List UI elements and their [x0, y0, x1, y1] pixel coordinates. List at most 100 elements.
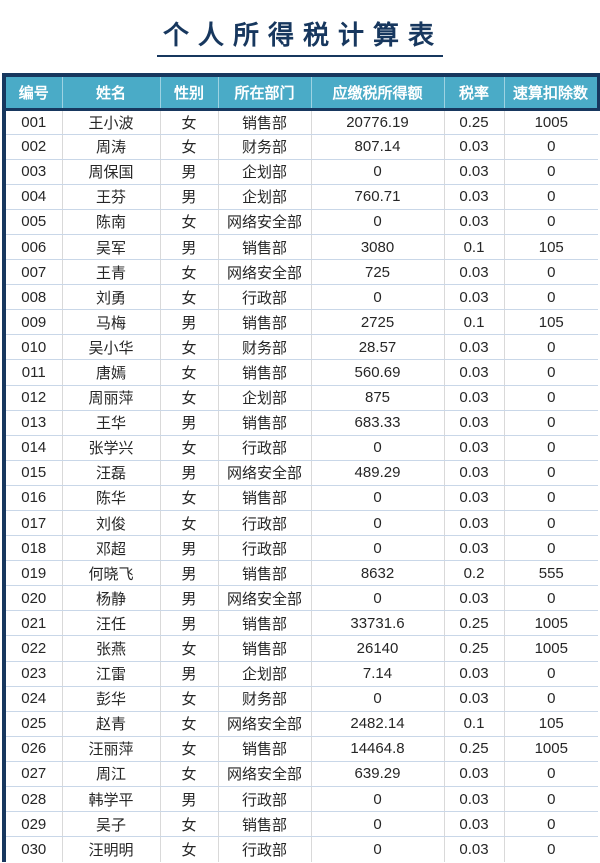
cell-tax-rate: 0.03 — [443, 410, 504, 436]
cell-id: 017 — [2, 510, 62, 537]
cell-taxable-income: 0 — [310, 836, 444, 862]
table-row: 028 韩学平男行政部 0 0.03 0 — [2, 786, 598, 813]
cell-name: 刘俊 — [61, 510, 160, 537]
cell-tax-rate: 0.03 — [443, 686, 504, 712]
cell-tax-rate: 0.03 — [443, 585, 504, 612]
cell-gender: 男 — [159, 535, 218, 562]
cell-id: 014 — [2, 435, 62, 461]
cell-taxable-income: 2725 — [310, 309, 444, 336]
cell-department: 网络安全部 — [217, 711, 311, 737]
table-row: 010 吴小华女财务部 28.57 0.03 0 — [2, 334, 598, 361]
table-row: 001 王小波女销售部 20776.19 0.25 1005 — [2, 109, 598, 135]
cell-tax-rate: 0.03 — [443, 184, 504, 210]
cell-name: 汪明明 — [61, 836, 160, 862]
cell-gender: 女 — [159, 435, 218, 461]
cell-id: 030 — [2, 836, 62, 862]
cell-tax-rate: 0.25 — [443, 109, 504, 135]
cell-department: 企划部 — [217, 184, 311, 210]
table-body: 001 王小波女销售部 20776.19 0.25 1005 002 周涛女财务部 807.1… — [2, 109, 598, 862]
cell-gender: 男 — [159, 661, 218, 687]
table-row: 027 周江女网络安全部 639.29 0.03 0 — [2, 761, 598, 788]
cell-gender: 女 — [159, 134, 218, 160]
cell-department: 销售部 — [217, 359, 311, 386]
cell-id: 015 — [2, 460, 62, 486]
cell-quick-deduction: 0 — [503, 159, 598, 185]
cell-gender: 女 — [159, 109, 218, 135]
cell-taxable-income: 0 — [310, 435, 444, 461]
cell-name: 周丽萍 — [61, 385, 160, 411]
table-row: 002 周涛女财务部 807.14 0.03 0 — [2, 134, 598, 160]
cell-quick-deduction: 0 — [503, 535, 598, 562]
cell-tax-rate: 0.03 — [443, 209, 504, 235]
cell-name: 王华 — [61, 410, 160, 436]
cell-tax-rate: 0.03 — [443, 786, 504, 813]
cell-tax-rate: 0.03 — [443, 259, 504, 286]
cell-taxable-income: 20776.19 — [310, 109, 444, 135]
cell-department: 企划部 — [217, 661, 311, 687]
cell-id: 004 — [2, 184, 62, 210]
cell-taxable-income: 489.29 — [310, 460, 444, 486]
cell-id: 008 — [2, 284, 62, 311]
cell-department: 销售部 — [217, 635, 311, 662]
cell-quick-deduction: 0 — [503, 359, 598, 386]
title-wrap: 个人所得税计算表 — [0, 15, 600, 57]
cell-tax-rate: 0.03 — [443, 761, 504, 788]
table-row: 005 陈南女网络安全部 0 0.03 0 — [2, 209, 598, 235]
cell-id: 007 — [2, 259, 62, 286]
cell-id: 003 — [2, 159, 62, 185]
cell-taxable-income: 3080 — [310, 234, 444, 261]
cell-gender: 男 — [159, 184, 218, 210]
cell-department: 财务部 — [217, 334, 311, 361]
cell-gender: 男 — [159, 460, 218, 486]
cell-id: 012 — [2, 385, 62, 411]
cell-tax-rate: 0.25 — [443, 635, 504, 662]
cell-department: 销售部 — [217, 560, 311, 587]
cell-name: 刘勇 — [61, 284, 160, 311]
cell-id: 018 — [2, 535, 62, 562]
cell-taxable-income: 14464.8 — [310, 736, 444, 762]
cell-quick-deduction: 105 — [503, 234, 598, 261]
column-header-name: 姓名 — [61, 73, 160, 111]
table-row: 006 吴军男销售部 3080 0.1 105 — [2, 234, 598, 261]
cell-taxable-income: 683.33 — [310, 410, 444, 436]
cell-tax-rate: 0.03 — [443, 385, 504, 411]
table-row: 007 王青女网络安全部 725 0.03 0 — [2, 259, 598, 286]
cell-department: 财务部 — [217, 134, 311, 160]
cell-taxable-income: 760.71 — [310, 184, 444, 210]
cell-name: 王芬 — [61, 184, 160, 210]
column-header-quick-deduction: 速算扣除数 — [503, 73, 600, 111]
cell-quick-deduction: 0 — [503, 209, 598, 235]
cell-taxable-income: 28.57 — [310, 334, 444, 361]
cell-id: 020 — [2, 585, 62, 612]
cell-id: 029 — [2, 811, 62, 838]
cell-taxable-income: 0 — [310, 209, 444, 235]
cell-gender: 女 — [159, 334, 218, 361]
cell-tax-rate: 0.03 — [443, 359, 504, 386]
cell-quick-deduction: 0 — [503, 761, 598, 788]
cell-name: 王小波 — [61, 109, 160, 135]
cell-id: 019 — [2, 560, 62, 587]
cell-gender: 男 — [159, 410, 218, 436]
cell-taxable-income: 0 — [310, 585, 444, 612]
table-header: 编号 姓名 性别 所在部门 应缴税所得额 税率 速算扣除数 — [2, 73, 600, 111]
cell-taxable-income: 2482.14 — [310, 711, 444, 737]
cell-gender: 男 — [159, 786, 218, 813]
table-row: 022 张燕女销售部 26140 0.25 1005 — [2, 635, 598, 662]
cell-taxable-income: 0 — [310, 535, 444, 562]
cell-quick-deduction: 0 — [503, 334, 598, 361]
cell-id: 027 — [2, 761, 62, 788]
cell-quick-deduction: 0 — [503, 134, 598, 160]
cell-id: 028 — [2, 786, 62, 813]
header-row: 编号 姓名 性别 所在部门 应缴税所得额 税率 速算扣除数 — [2, 73, 600, 111]
cell-name: 张学兴 — [61, 435, 160, 461]
cell-department: 财务部 — [217, 686, 311, 712]
cell-taxable-income: 560.69 — [310, 359, 444, 386]
cell-department: 行政部 — [217, 510, 311, 537]
cell-tax-rate: 0.03 — [443, 811, 504, 838]
cell-name: 王青 — [61, 259, 160, 286]
cell-quick-deduction: 0 — [503, 385, 598, 411]
table-row: 014 张学兴女行政部 0 0.03 0 — [2, 435, 598, 461]
cell-department: 销售部 — [217, 811, 311, 838]
table-row: 018 邓超男行政部 0 0.03 0 — [2, 535, 598, 562]
table-row: 030 汪明明女行政部 0 0.03 0 — [2, 836, 598, 862]
